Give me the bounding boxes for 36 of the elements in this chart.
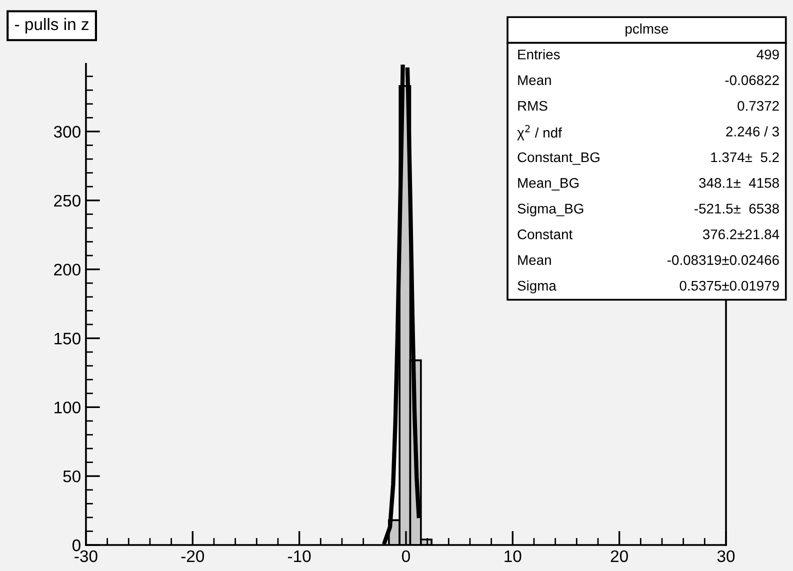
annotation: 348.1± 4158 bbox=[699, 178, 779, 188]
annotation: Mean bbox=[518, 75, 551, 86]
annotation: Sigma bbox=[518, 280, 556, 294]
annotation: Mean bbox=[518, 255, 551, 265]
y-tick-label: 300 bbox=[54, 126, 80, 138]
x-tick-label: 0 bbox=[402, 550, 410, 562]
annotation: Sigma_BG bbox=[518, 203, 584, 216]
x-tick-label: 20 bbox=[610, 550, 628, 562]
y-tick-label: 200 bbox=[54, 264, 80, 276]
annotation: -0.06822 bbox=[725, 75, 779, 86]
annotation: 376.2±21.84 bbox=[702, 229, 780, 240]
text: Entries bbox=[518, 49, 560, 60]
annotation: RMS bbox=[518, 100, 548, 111]
x-tick-label: 30 bbox=[717, 550, 735, 562]
y-tick-label: 150 bbox=[54, 332, 80, 344]
x-tick-label: -20 bbox=[181, 550, 204, 562]
annotation: -0.08319±0.02466 bbox=[667, 255, 779, 265]
text: 0.7372 bbox=[738, 100, 779, 111]
annotation: Mean_BG bbox=[518, 178, 579, 190]
annotation: -521.5± 6538 bbox=[694, 204, 779, 214]
y-tick-label: 50 bbox=[63, 470, 80, 482]
annotation: Constant_BG bbox=[518, 152, 600, 165]
y-tick-label: 0 bbox=[72, 539, 80, 552]
chart-title: - pulls in z bbox=[15, 18, 88, 34]
text: 499 bbox=[756, 50, 779, 60]
text: 2.246 / 3 bbox=[726, 126, 779, 136]
y-tick-label: 100 bbox=[54, 402, 80, 414]
annotation: 1.374± 5.2 bbox=[711, 152, 779, 162]
text: pclmse bbox=[626, 24, 668, 36]
annotation: 0.5375±0.01979 bbox=[680, 280, 779, 291]
x-tick-label: -10 bbox=[288, 550, 311, 562]
x-tick-label: -30 bbox=[74, 550, 98, 562]
annotation: χ$^{2}$ / ndf bbox=[517, 124, 562, 140]
x-tick-label: 10 bbox=[504, 550, 522, 562]
y-tick-label: 250 bbox=[54, 194, 80, 207]
annotation: Constant bbox=[518, 229, 573, 240]
